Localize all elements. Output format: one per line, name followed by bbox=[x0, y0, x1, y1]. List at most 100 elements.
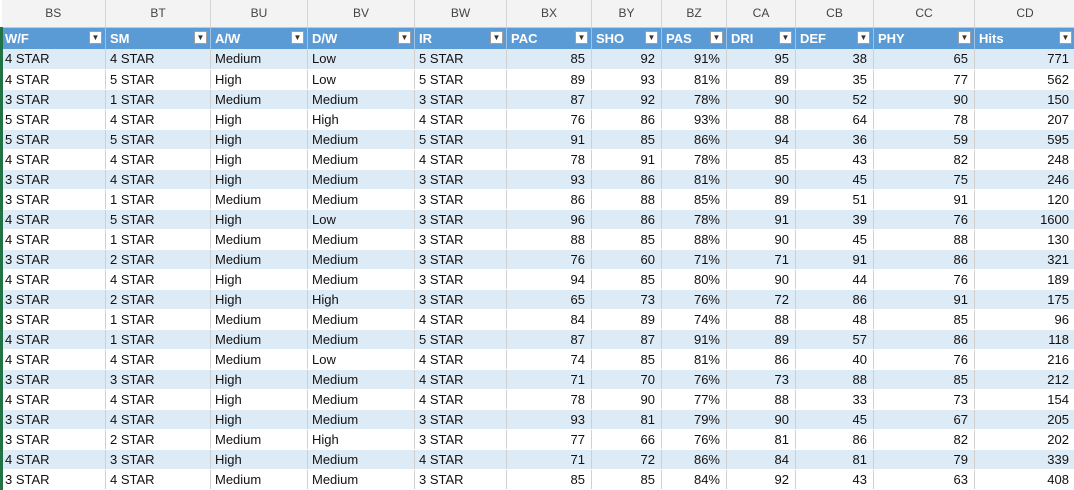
table-cell[interactable]: 91 bbox=[795, 249, 874, 270]
table-cell[interactable]: Medium bbox=[307, 369, 415, 390]
table-cell[interactable]: 81 bbox=[591, 409, 662, 430]
table-cell[interactable]: 91% bbox=[661, 329, 727, 350]
table-cell[interactable]: 95 bbox=[726, 49, 796, 70]
filter-dropdown-button[interactable]: ▼ bbox=[958, 30, 971, 44]
column-letter-cd[interactable]: CD bbox=[974, 0, 1074, 28]
table-cell[interactable]: 75 bbox=[873, 169, 975, 190]
table-cell[interactable]: 3 STAR bbox=[0, 409, 106, 430]
table-cell[interactable]: 45 bbox=[795, 409, 874, 430]
table-cell[interactable]: 44 bbox=[795, 269, 874, 290]
table-cell[interactable]: 85 bbox=[506, 49, 592, 70]
table-cell[interactable]: 154 bbox=[974, 389, 1074, 410]
table-cell[interactable]: 1 STAR bbox=[105, 309, 211, 330]
table-cell[interactable]: 3 STAR bbox=[0, 289, 106, 310]
table-cell[interactable]: Medium bbox=[210, 429, 308, 450]
table-cell[interactable]: 79 bbox=[873, 449, 975, 470]
table-cell[interactable]: 90 bbox=[873, 89, 975, 110]
table-cell[interactable]: 4 STAR bbox=[105, 169, 211, 190]
table-cell[interactable]: 81% bbox=[661, 169, 727, 190]
table-cell[interactable]: High bbox=[210, 269, 308, 290]
table-cell[interactable]: 90 bbox=[726, 89, 796, 110]
table-cell[interactable]: 93 bbox=[506, 169, 592, 190]
table-cell[interactable]: High bbox=[210, 409, 308, 430]
table-cell[interactable]: 150 bbox=[974, 89, 1074, 110]
table-cell[interactable]: Low bbox=[307, 69, 415, 90]
filter-dropdown-button[interactable]: ▼ bbox=[291, 30, 304, 44]
table-cell[interactable]: 85 bbox=[591, 229, 662, 250]
table-cell[interactable]: 3 STAR bbox=[0, 189, 106, 210]
table-cell[interactable]: 36 bbox=[795, 129, 874, 150]
table-cell[interactable]: 76% bbox=[661, 289, 727, 310]
table-cell[interactable]: 86 bbox=[795, 429, 874, 450]
table-cell[interactable]: 78% bbox=[661, 89, 727, 110]
table-cell[interactable]: Medium bbox=[210, 329, 308, 350]
table-cell[interactable]: 88 bbox=[591, 189, 662, 210]
table-cell[interactable]: 76% bbox=[661, 369, 727, 390]
header-cell[interactable]: SM ▼ bbox=[105, 27, 211, 49]
table-cell[interactable]: Medium bbox=[307, 169, 415, 190]
table-cell[interactable]: 38 bbox=[795, 49, 874, 70]
table-cell[interactable]: Low bbox=[307, 349, 415, 370]
table-cell[interactable]: 3 STAR bbox=[0, 309, 106, 330]
column-letter-bx[interactable]: BX bbox=[506, 0, 592, 28]
header-cell[interactable]: Hits ▼ bbox=[974, 27, 1074, 49]
table-cell[interactable]: 4 STAR bbox=[105, 389, 211, 410]
table-cell[interactable]: 4 STAR bbox=[0, 69, 106, 90]
table-cell[interactable]: 60 bbox=[591, 249, 662, 270]
table-cell[interactable]: 248 bbox=[974, 149, 1074, 170]
table-cell[interactable]: 3 STAR bbox=[0, 249, 106, 270]
table-cell[interactable]: 40 bbox=[795, 349, 874, 370]
table-cell[interactable]: 4 STAR bbox=[0, 269, 106, 290]
table-cell[interactable]: 3 STAR bbox=[0, 89, 106, 110]
table-cell[interactable]: 4 STAR bbox=[0, 389, 106, 410]
table-cell[interactable]: 73 bbox=[591, 289, 662, 310]
table-cell[interactable]: 5 STAR bbox=[0, 129, 106, 150]
table-cell[interactable]: 88 bbox=[873, 229, 975, 250]
table-cell[interactable]: Medium bbox=[210, 229, 308, 250]
table-cell[interactable]: 65 bbox=[506, 289, 592, 310]
table-cell[interactable]: 1 STAR bbox=[105, 189, 211, 210]
table-cell[interactable]: 1 STAR bbox=[105, 229, 211, 250]
table-cell[interactable]: High bbox=[307, 289, 415, 310]
table-cell[interactable]: Medium bbox=[307, 129, 415, 150]
table-cell[interactable]: 64 bbox=[795, 109, 874, 130]
table-cell[interactable]: 4 STAR bbox=[0, 349, 106, 370]
table-cell[interactable]: 86 bbox=[873, 249, 975, 270]
table-cell[interactable]: 89 bbox=[726, 69, 796, 90]
table-cell[interactable]: 81% bbox=[661, 69, 727, 90]
header-cell[interactable]: W/F ▼ bbox=[0, 27, 106, 49]
column-letter-bw[interactable]: BW bbox=[414, 0, 507, 28]
table-cell[interactable]: 5 STAR bbox=[414, 129, 507, 150]
table-cell[interactable]: 86 bbox=[726, 349, 796, 370]
table-cell[interactable]: 88 bbox=[506, 229, 592, 250]
table-cell[interactable]: 91 bbox=[873, 189, 975, 210]
table-cell[interactable]: 82 bbox=[873, 429, 975, 450]
table-cell[interactable]: 3 STAR bbox=[414, 469, 507, 490]
table-cell[interactable]: 321 bbox=[974, 249, 1074, 270]
table-cell[interactable]: 3 STAR bbox=[414, 249, 507, 270]
table-cell[interactable]: 77 bbox=[506, 429, 592, 450]
table-cell[interactable]: 4 STAR bbox=[414, 389, 507, 410]
table-cell[interactable]: 4 STAR bbox=[414, 369, 507, 390]
table-cell[interactable]: Medium bbox=[210, 49, 308, 70]
table-cell[interactable]: Medium bbox=[307, 229, 415, 250]
table-cell[interactable]: 63 bbox=[873, 469, 975, 490]
header-cell[interactable]: PHY ▼ bbox=[873, 27, 975, 49]
table-cell[interactable]: 3 STAR bbox=[414, 429, 507, 450]
table-cell[interactable]: 78% bbox=[661, 209, 727, 230]
table-cell[interactable]: 48 bbox=[795, 309, 874, 330]
table-cell[interactable]: 78 bbox=[506, 389, 592, 410]
table-cell[interactable]: 5 STAR bbox=[105, 129, 211, 150]
table-cell[interactable]: 3 STAR bbox=[414, 189, 507, 210]
table-cell[interactable]: 4 STAR bbox=[0, 209, 106, 230]
table-cell[interactable]: 3 STAR bbox=[414, 229, 507, 250]
table-cell[interactable]: 80% bbox=[661, 269, 727, 290]
table-cell[interactable]: High bbox=[210, 289, 308, 310]
table-cell[interactable]: 339 bbox=[974, 449, 1074, 470]
table-cell[interactable]: 5 STAR bbox=[105, 209, 211, 230]
table-cell[interactable]: 85 bbox=[591, 269, 662, 290]
table-cell[interactable]: Medium bbox=[307, 149, 415, 170]
column-letter-bs[interactable]: BS bbox=[1, 0, 106, 28]
table-cell[interactable]: 73 bbox=[873, 389, 975, 410]
table-cell[interactable]: 90 bbox=[726, 229, 796, 250]
